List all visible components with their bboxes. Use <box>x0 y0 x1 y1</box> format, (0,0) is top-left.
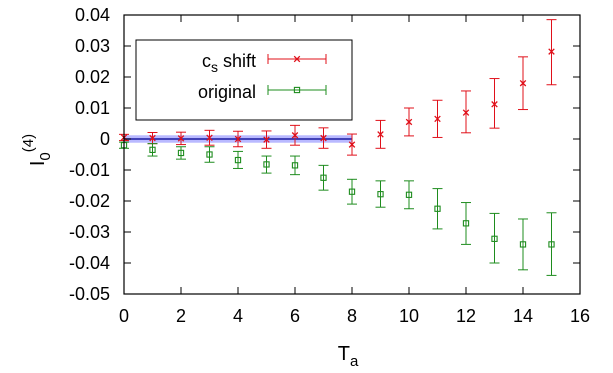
y-tick-label: 0.02 <box>75 67 110 87</box>
x-axis-label-main: T <box>338 343 350 365</box>
x-tick-label: 4 <box>233 306 243 326</box>
legend-label-series-0-name: c <box>202 51 211 71</box>
series-0 <box>119 19 557 156</box>
x-axis-label-sub: a <box>350 353 359 370</box>
legend-box <box>135 39 353 121</box>
data-point <box>206 151 213 158</box>
data-point <box>320 174 327 181</box>
legend-sample-series-1 <box>267 85 327 95</box>
x-tick-label: 12 <box>456 306 476 326</box>
legend-label-series-1-name: original <box>198 82 256 102</box>
data-point <box>291 162 299 169</box>
data-point <box>462 109 470 116</box>
y-axis-label: I0(4) <box>20 134 54 166</box>
legend-marker <box>293 55 301 63</box>
data-point <box>405 191 413 198</box>
data-point <box>519 241 527 248</box>
data-point <box>234 135 242 143</box>
data-point <box>491 101 498 108</box>
legend-label-series-0-sub: s <box>211 59 218 75</box>
x-tick-label: 6 <box>290 306 300 326</box>
data-point <box>320 134 327 142</box>
data-point <box>206 134 213 142</box>
legend-label-series-0: cs shift <box>202 51 256 75</box>
x-tick-label: 8 <box>347 306 357 326</box>
data-point <box>263 161 270 168</box>
y-tick-label: 0.04 <box>75 5 110 25</box>
y-tick-label: -0.02 <box>69 191 110 211</box>
data-point <box>377 131 384 138</box>
data-point <box>177 149 185 157</box>
y-tick-label: 0.03 <box>75 36 110 56</box>
y-axis-label-sub: 0 <box>37 152 54 160</box>
data-point <box>548 48 555 55</box>
y-tick-label: -0.01 <box>69 160 110 180</box>
data-point <box>405 118 413 126</box>
legend-sample-series-0 <box>267 54 327 64</box>
x-tick-label: 0 <box>119 306 129 326</box>
y-tick-label: -0.05 <box>69 284 110 304</box>
x-tick-label: 10 <box>399 306 419 326</box>
data-point <box>234 156 242 164</box>
data-point <box>149 134 156 142</box>
data-point <box>434 115 441 123</box>
ticks-layer: 0 2 4 6 8 10 12 14 16 -0.05 -0.04 -0.03 -0.02 -0.01 0 0… <box>69 5 590 326</box>
data-point <box>291 132 299 139</box>
x-tick-label: 2 <box>176 306 186 326</box>
legend: cs shift original <box>135 39 353 121</box>
x-tick-label: 16 <box>570 306 590 326</box>
data-point <box>491 235 498 242</box>
legend-label-series-0-suffix: shift <box>218 51 256 71</box>
data-point <box>377 191 384 198</box>
data-point <box>348 188 356 195</box>
legend-label-series-1: original <box>198 82 256 102</box>
series-layer <box>119 19 557 276</box>
data-point <box>519 79 527 87</box>
x-tick-label: 14 <box>513 306 533 326</box>
y-tick-label: 0.01 <box>75 98 110 118</box>
y-axis-label-sup: (4) <box>20 134 37 152</box>
data-point <box>263 136 270 143</box>
y-tick-label: -0.04 <box>69 253 110 273</box>
y-tick-label: 0 <box>100 129 110 149</box>
x-axis-label: Ta <box>338 343 359 370</box>
data-point <box>149 146 156 153</box>
data-point <box>462 220 470 227</box>
y-tick-label: -0.03 <box>69 222 110 242</box>
data-point <box>548 241 555 248</box>
y-axis-label-main: I <box>27 161 49 167</box>
data-point <box>177 135 185 142</box>
legend-marker <box>293 86 301 94</box>
data-point <box>348 141 356 148</box>
series-1 <box>119 141 557 276</box>
data-point <box>434 205 441 212</box>
